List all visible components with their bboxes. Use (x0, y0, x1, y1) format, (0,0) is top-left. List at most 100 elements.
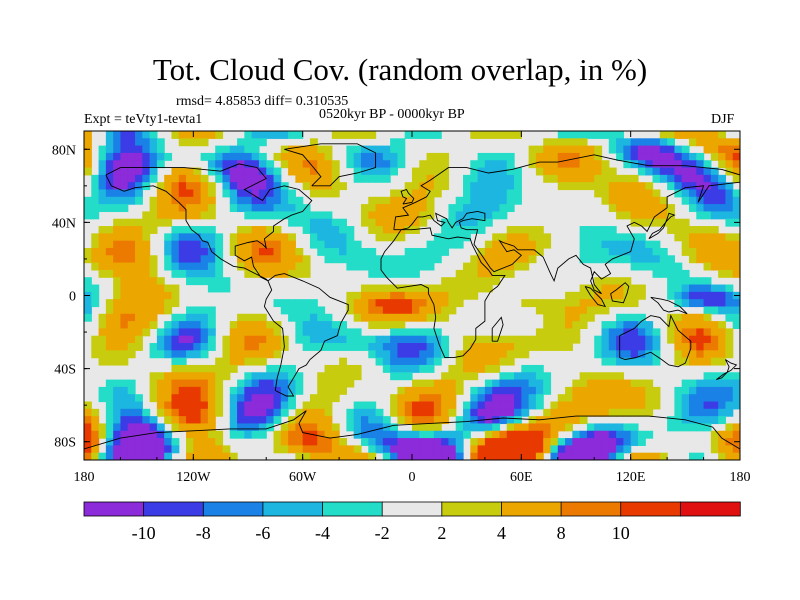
field-cell (601, 247, 610, 256)
field-cell (484, 343, 493, 351)
field-cell (426, 386, 435, 395)
field-cell (484, 182, 493, 191)
field-cell (492, 131, 501, 139)
field-cell (280, 211, 289, 220)
field-cell (696, 196, 705, 205)
field-cell (674, 152, 683, 161)
field-cell (667, 269, 675, 278)
field-cell (200, 138, 209, 147)
field-cell (309, 328, 318, 337)
field-cell (535, 299, 544, 308)
field-cell (433, 350, 442, 359)
field-cell (528, 335, 537, 344)
field-cell (280, 152, 289, 161)
field-cell (404, 328, 413, 337)
field-cell (470, 284, 479, 293)
field-cell (521, 343, 530, 351)
field-cell (390, 452, 399, 460)
field-cell (463, 182, 471, 191)
field-cell (105, 145, 114, 154)
field-cell (419, 131, 428, 139)
colorbar-box (441, 501, 503, 517)
field-cell (346, 152, 355, 161)
field-cell (120, 335, 129, 344)
field-cell (120, 218, 129, 227)
field-cell (113, 291, 122, 300)
field-cell (186, 364, 194, 373)
field-cell (222, 152, 231, 161)
field-cell (251, 408, 260, 417)
field-cell (630, 211, 639, 220)
field-cell (200, 430, 209, 439)
field-cell (433, 255, 442, 264)
field-cell (463, 284, 471, 293)
field-cell (659, 131, 668, 139)
field-cell (601, 299, 610, 308)
field-cell (149, 438, 158, 446)
field-cell (368, 306, 377, 315)
field-cell (113, 321, 122, 329)
field-cell (309, 321, 318, 329)
field-cell (718, 408, 727, 417)
field-cell (258, 335, 267, 344)
field-cell (484, 189, 493, 198)
field-cell (710, 182, 719, 191)
field-cell (448, 204, 457, 213)
field-cell (375, 343, 384, 351)
field-cell (543, 299, 552, 308)
field-cell (630, 379, 639, 388)
field-cell (601, 438, 610, 446)
field-cell (448, 218, 457, 227)
field-cell (506, 160, 515, 169)
field-cell (506, 416, 515, 425)
field-cell (674, 416, 683, 425)
field-cell (586, 394, 595, 403)
field-cell (623, 160, 632, 169)
field-cell (616, 240, 624, 249)
field-cell (142, 269, 151, 278)
field-cell (120, 394, 129, 403)
field-cell (200, 240, 209, 249)
field-cell (637, 335, 646, 344)
field-cell (156, 430, 165, 439)
field-cell (346, 255, 355, 264)
field-cell (186, 321, 194, 329)
field-cell (477, 350, 486, 359)
field-cell (229, 167, 238, 176)
field-cell (412, 401, 420, 410)
field-cell (550, 423, 559, 432)
field-cell (390, 357, 399, 366)
field-cell (339, 240, 347, 249)
field-cell (91, 189, 100, 198)
field-cell (601, 394, 610, 403)
field-cell (565, 328, 573, 337)
field-cell (441, 401, 450, 410)
field-cell (725, 152, 734, 161)
field-cell (681, 343, 690, 351)
field-cell (506, 350, 515, 359)
field-cell (251, 372, 260, 381)
field-cell (215, 379, 224, 388)
field-cell (441, 350, 450, 359)
field-cell (91, 423, 100, 432)
field-cell (710, 438, 719, 446)
field-cell (499, 269, 508, 278)
field-cell (477, 394, 486, 403)
field-cell (608, 343, 617, 351)
field-cell (215, 247, 224, 256)
field-cell (477, 211, 486, 220)
field-cell (360, 174, 369, 183)
field-cell (186, 328, 194, 337)
field-cell (455, 423, 464, 432)
field-cell (368, 445, 377, 454)
field-cell (375, 262, 384, 271)
field-cell (572, 306, 581, 315)
field-cell (390, 152, 399, 161)
field-cell (186, 131, 194, 139)
field-cell (623, 445, 632, 454)
field-cell (382, 291, 391, 300)
field-cell (557, 160, 566, 169)
field-cell (288, 269, 296, 278)
field-cell (258, 408, 267, 417)
field-cell (681, 386, 690, 395)
